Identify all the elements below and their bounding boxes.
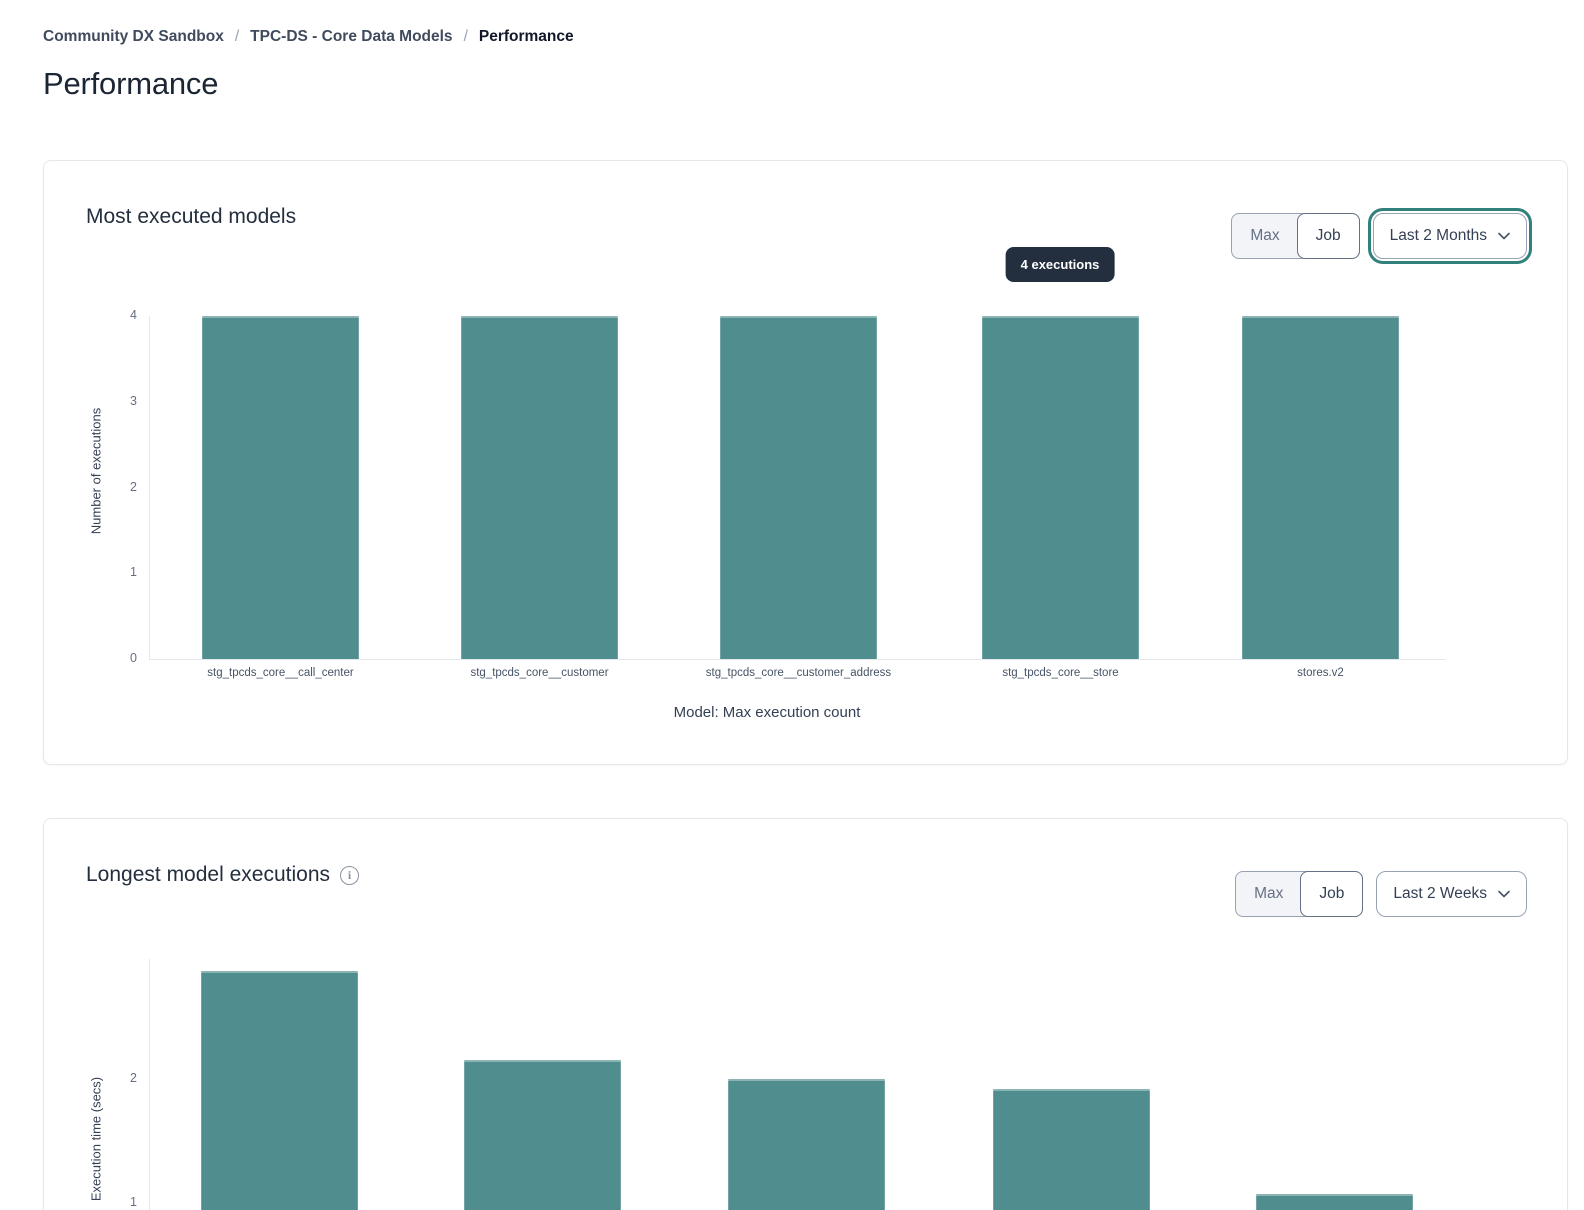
breadcrumb-item-community-dx-sandbox[interactable]: Community DX Sandbox <box>43 28 224 45</box>
bar-1[interactable] <box>201 971 358 1210</box>
bar-stg_tpcds_core__customer[interactable] <box>461 316 618 659</box>
page-title: Performance <box>43 66 219 101</box>
bar-2[interactable] <box>464 1060 621 1210</box>
bar-stg_tpcds_core__store[interactable] <box>982 316 1139 659</box>
x-tick-label: stg_tpcds_core__store <box>1002 667 1119 679</box>
y-axis-title: Execution time (secs) <box>88 1076 104 1202</box>
card-title-text: Longest model executions <box>86 863 330 886</box>
max-job-toggle: Max Job <box>1235 871 1364 917</box>
y-tick-label: 3 <box>130 393 137 408</box>
breadcrumb-item-tpc-ds-core-data-models[interactable]: TPC-DS - Core Data Models <box>250 28 453 45</box>
x-axis-title: Model: Max execution count <box>673 704 861 721</box>
chart-controls: Max Job Last 2 Months <box>1231 213 1527 259</box>
card-title-text: Most executed models <box>86 205 297 228</box>
job-button[interactable]: Job <box>1296 213 1360 259</box>
chart-tooltip: 4 executions <box>1005 247 1115 282</box>
y-axis-title: Number of executions <box>88 407 104 535</box>
x-tick-label: stg_tpcds_core__call_center <box>207 667 354 679</box>
y-axis-line <box>149 959 150 1210</box>
breadcrumb-item-performance: Performance <box>478 28 574 45</box>
bar-stg_tpcds_core__customer_address[interactable] <box>720 316 877 659</box>
max-job-toggle: Max Job <box>1231 213 1360 259</box>
y-tick-label: 1 <box>130 1195 137 1209</box>
y-tick-label: 1 <box>130 565 137 580</box>
longest-model-executions-chart: 2 1 Execution time (secs) <box>44 819 1567 1210</box>
most-executed-models-chart: 4 3 2 1 0 stg_tpcds_core__call_center stg_tpcd… <box>44 161 1567 764</box>
longest-model-executions-card: Longest model executions i Max Job Last … <box>43 818 1568 1210</box>
x-tick-label: stores.v2 <box>1297 667 1344 679</box>
chevron-down-icon <box>1498 890 1510 898</box>
y-tick-label: 2 <box>130 479 137 494</box>
y-tick-label: 2 <box>130 1071 137 1085</box>
bar-5[interactable] <box>1256 1194 1413 1210</box>
time-range-value: Last 2 Weeks <box>1393 885 1487 902</box>
max-button[interactable]: Max <box>1250 227 1280 244</box>
y-tick-label: 0 <box>130 651 137 665</box>
y-tick-label: 4 <box>130 308 137 322</box>
chart-controls: Max Job Last 2 Weeks <box>1235 871 1527 917</box>
time-range-value: Last 2 Months <box>1389 227 1487 244</box>
bar-3[interactable] <box>728 1079 885 1210</box>
info-circle-icon[interactable]: i <box>340 865 359 885</box>
job-button[interactable]: Job <box>1300 871 1364 917</box>
time-range-dropdown[interactable]: Last 2 Weeks <box>1376 871 1527 917</box>
most-executed-models-card: Most executed models Max Job Last 2 Mont… <box>43 160 1568 765</box>
bar-stg_tpcds_core__call_center[interactable] <box>202 316 359 659</box>
card-title: Most executed models <box>86 205 296 229</box>
max-button[interactable]: Max <box>1254 885 1284 902</box>
card-title: Longest model executions i <box>86 863 359 887</box>
x-tick-label: stg_tpcds_core__customer <box>470 667 609 679</box>
x-axis-line <box>149 659 1446 660</box>
x-tick-label: stg_tpcds_core__customer_address <box>705 667 892 679</box>
breadcrumb-separator: / <box>463 28 468 45</box>
y-axis-line <box>149 316 150 659</box>
time-range-dropdown[interactable]: Last 2 Months <box>1372 213 1527 259</box>
bar-stores.v2[interactable] <box>1242 316 1399 659</box>
breadcrumb: Community DX Sandbox / TPC-DS - Core Dat… <box>43 28 574 46</box>
chevron-down-icon <box>1498 232 1510 240</box>
breadcrumb-separator: / <box>234 28 240 45</box>
bar-4[interactable] <box>993 1088 1150 1210</box>
